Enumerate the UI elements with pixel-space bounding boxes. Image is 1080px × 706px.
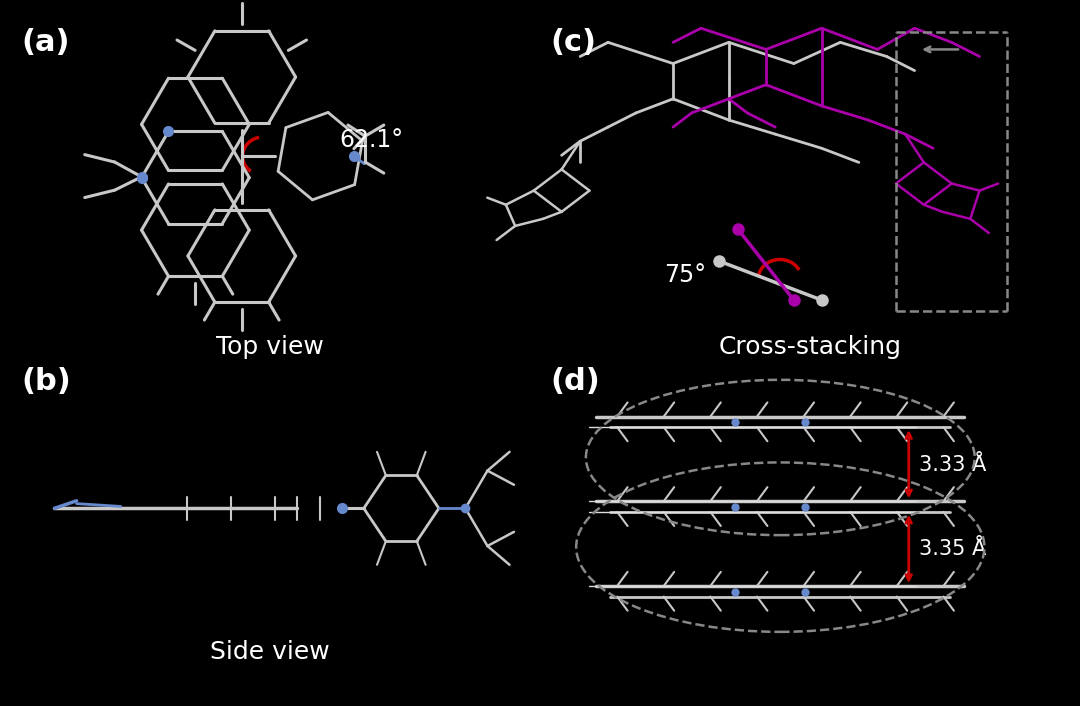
- Text: 3.33 Å: 3.33 Å: [919, 455, 986, 474]
- Text: Cross-stacking: Cross-stacking: [718, 335, 902, 359]
- Text: (c): (c): [551, 28, 597, 57]
- Text: Top view: Top view: [216, 335, 324, 359]
- Text: 3.35 Å: 3.35 Å: [919, 539, 986, 559]
- Text: 75°: 75°: [664, 263, 706, 287]
- Text: Side view: Side view: [211, 640, 329, 664]
- Text: (d): (d): [551, 367, 600, 396]
- Text: (a): (a): [22, 28, 70, 57]
- Text: (b): (b): [22, 367, 71, 396]
- Text: 62.1°: 62.1°: [339, 128, 403, 152]
